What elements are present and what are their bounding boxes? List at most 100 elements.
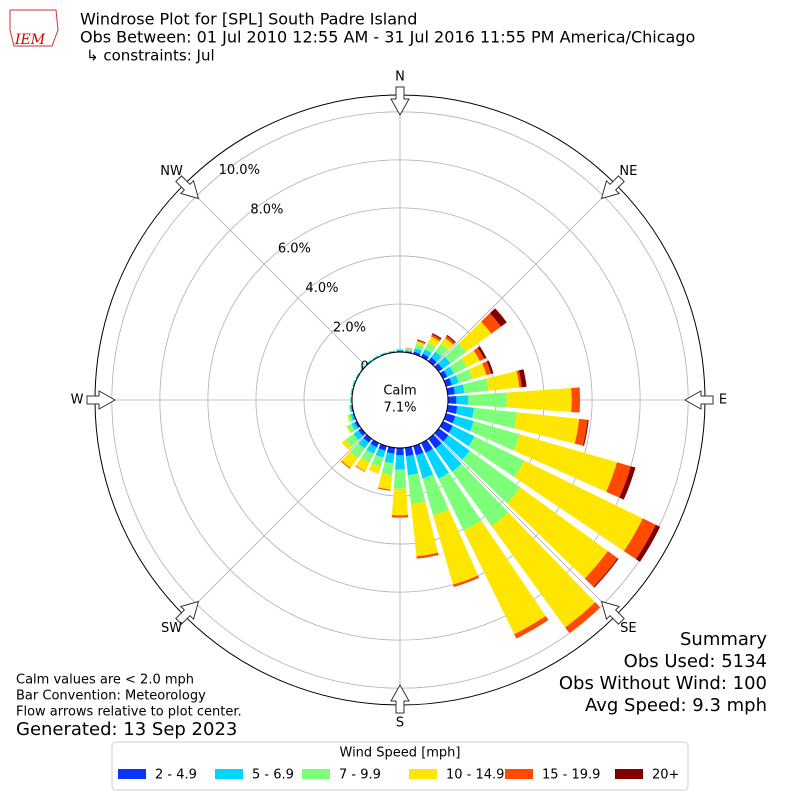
bar-segment — [427, 336, 440, 348]
bar-segment — [486, 370, 520, 391]
logo-outline — [9, 9, 59, 47]
bar-segment — [449, 358, 467, 374]
bar-segment — [372, 355, 379, 360]
bar-segment — [571, 387, 581, 413]
arrow-shape — [175, 175, 200, 200]
legend-label: 15 - 19.9 — [542, 768, 600, 783]
bar-segment — [375, 448, 386, 458]
flow-arrow — [175, 600, 200, 625]
bar-segment — [606, 462, 631, 498]
legend-box — [111, 741, 689, 791]
legend-label: 7 - 9.9 — [339, 768, 381, 783]
calm-value: 7.1% — [383, 401, 416, 416]
bar-segment — [443, 435, 470, 461]
bar-segment — [355, 372, 360, 379]
r-tick-label: 8.0% — [250, 202, 283, 217]
grid-line — [184, 433, 367, 616]
bar-segment — [445, 335, 456, 345]
bar-segment — [379, 352, 387, 356]
bar-segment — [365, 360, 372, 365]
bar-segment — [381, 461, 394, 476]
flow-arrow — [600, 175, 625, 200]
summary: Obs Used: 5134 — [624, 651, 767, 672]
bar-segment — [350, 396, 352, 404]
bar-segment — [435, 443, 462, 472]
legend-label: 5 - 6.9 — [252, 768, 294, 783]
bar-segment — [415, 452, 434, 479]
bar-segment — [431, 351, 442, 363]
bar-segment — [387, 350, 395, 353]
bar-segment — [518, 369, 527, 388]
bar-segment — [421, 439, 433, 453]
bar-segment — [349, 443, 365, 459]
bar-segment — [352, 379, 356, 387]
compass-label: NE — [619, 164, 637, 179]
compass-label: W — [71, 393, 84, 408]
bar-segment — [514, 616, 549, 639]
bar-segment — [477, 346, 487, 359]
bar-segment — [481, 313, 502, 334]
bar-segment — [346, 425, 352, 434]
bar-segment — [619, 466, 636, 500]
bar-segment — [361, 449, 374, 463]
bar-segment — [350, 396, 351, 404]
compass-label: NW — [160, 164, 183, 179]
compass-label: S — [396, 716, 404, 731]
legend-title: Wind Speed [mph] — [340, 746, 461, 761]
bar-segment — [405, 454, 419, 476]
bar-segment — [593, 558, 619, 588]
bar-segment — [428, 357, 437, 366]
bar-segment — [363, 434, 372, 443]
bar-segment — [482, 361, 492, 376]
bar-segment — [396, 447, 404, 456]
flow-arrow — [390, 86, 410, 117]
chart-title: Windrose Plot for [SPL] South Padre Isla… — [80, 10, 417, 29]
bar-segment — [358, 428, 366, 436]
bar-segment — [439, 370, 448, 379]
bar-segment — [358, 437, 369, 449]
bar-segment — [395, 455, 405, 470]
bar-segment — [468, 392, 507, 408]
bar-segment — [439, 421, 453, 433]
bar-segment — [452, 463, 509, 527]
bar-segment — [424, 342, 436, 354]
bar-segment — [455, 369, 473, 384]
bar-segment — [514, 434, 617, 492]
bar-segment — [456, 395, 469, 405]
bar-segment — [489, 308, 507, 327]
bar-segment — [396, 348, 404, 350]
bar-segment — [421, 353, 429, 361]
bar-segment — [355, 372, 360, 379]
legend-swatch — [215, 769, 243, 779]
bar-segment — [340, 460, 351, 469]
bar-segment — [372, 355, 379, 360]
legend-swatch — [505, 769, 533, 779]
arrow-shape — [600, 600, 625, 625]
bar-segment — [355, 457, 370, 472]
bar-segment — [435, 343, 449, 357]
bar-segment — [416, 341, 425, 347]
bar-segment — [377, 487, 391, 491]
bar-segment — [405, 348, 413, 352]
bar-segment — [393, 469, 407, 489]
bar-segment — [368, 463, 381, 474]
bar-segment — [472, 407, 518, 429]
bar-segment — [425, 448, 450, 479]
legend-swatch — [615, 769, 643, 779]
bar-segment — [565, 602, 601, 634]
bar-segment — [437, 356, 451, 369]
bar-segment — [388, 350, 395, 353]
bar-segment — [623, 518, 656, 560]
arrow-shape — [390, 683, 410, 714]
bar-segment — [391, 488, 409, 516]
bar-segment — [405, 349, 413, 353]
note: Flow arrows relative to plot center. — [16, 705, 242, 720]
bar-segment — [434, 428, 449, 442]
bar-segment — [444, 343, 467, 364]
summary: Avg Speed: 9.3 mph — [585, 695, 767, 716]
bar-segment — [452, 415, 474, 432]
bar-segment — [413, 348, 422, 354]
bar-segment — [514, 460, 643, 552]
r-tick-label: 10.0% — [219, 163, 260, 178]
bar-segment — [455, 406, 475, 419]
